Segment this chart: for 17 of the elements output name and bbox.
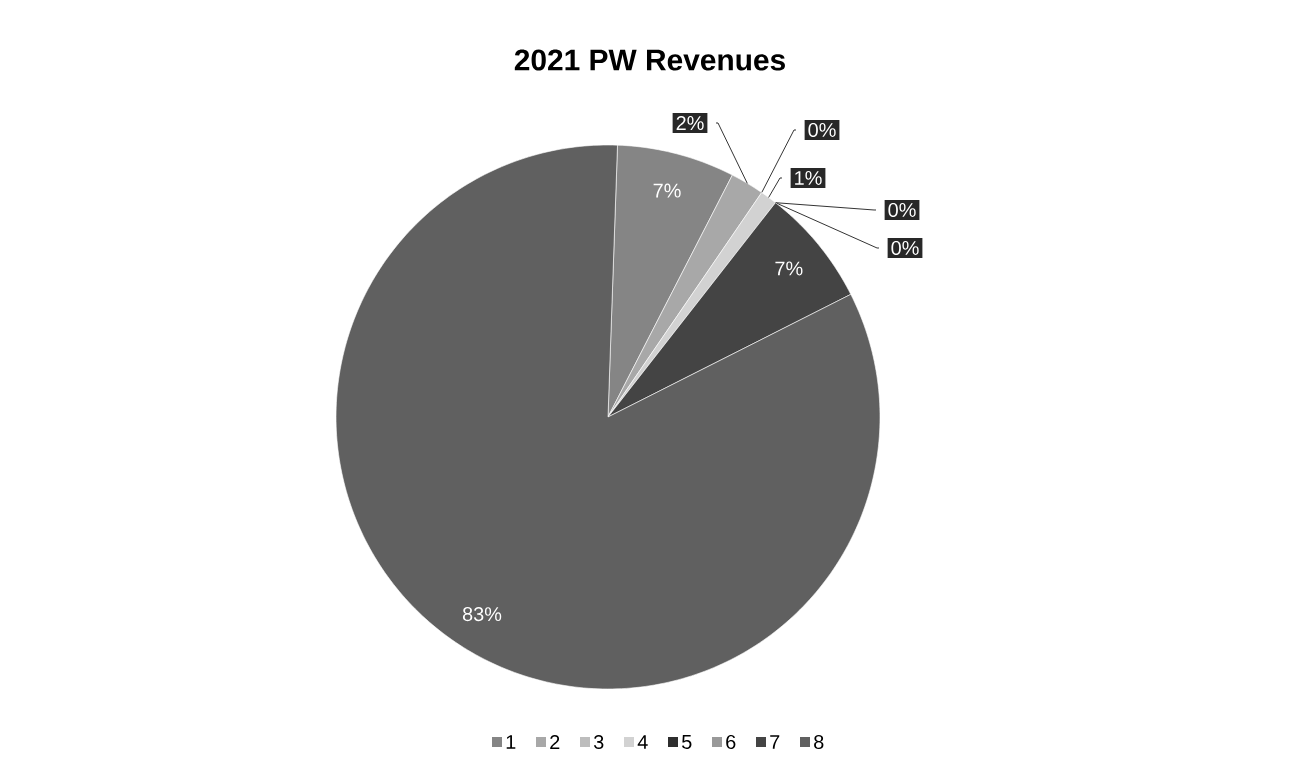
legend-label: 6 [726,734,736,750]
legend-label: 4 [637,735,648,749]
legend-label: 7 [770,735,780,749]
data-label: 7% [653,183,681,198]
legend-label: 3 [593,734,604,750]
legend-label: 1 [506,735,516,749]
text: 0% [808,122,836,138]
legend-label: 2 [550,735,560,749]
data-label: 2% [676,115,704,130]
data-label: 7% [775,261,803,276]
text: 0% [888,202,916,218]
chart-title: 2021 PW Revenues [514,49,785,71]
legend-label: 8 [814,734,824,750]
data-label: 1% [795,171,822,185]
data-label: 83% [462,607,502,622]
text: 0% [891,240,919,256]
legend-label: 5 [682,735,692,749]
